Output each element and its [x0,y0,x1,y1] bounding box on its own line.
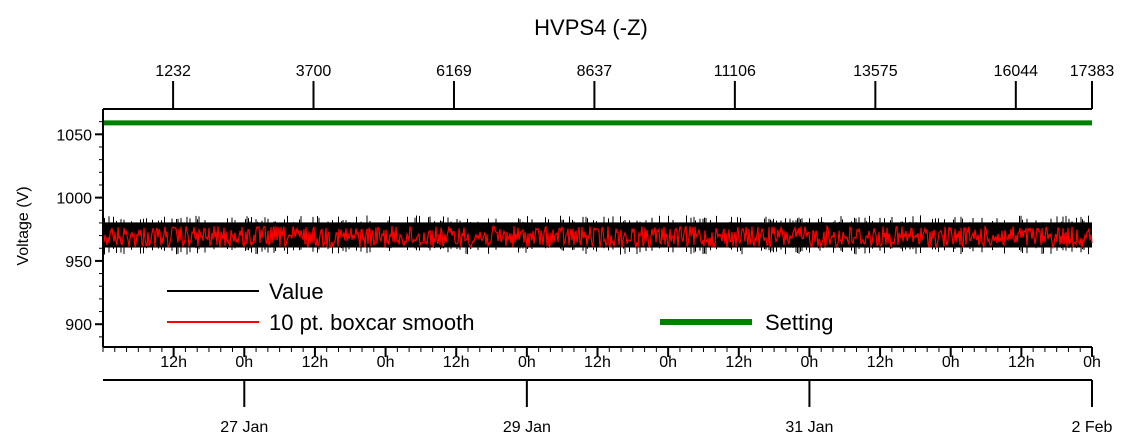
y-tick-label: 950 [65,254,92,271]
top-tick-label: 17383 [1070,63,1115,80]
hour-tick-label: 12h [867,354,894,371]
top-tick-label: 6169 [436,63,472,80]
hour-tick-label: 12h [160,354,187,371]
y-tick-label: 900 [65,317,92,334]
top-tick-label: 3700 [296,63,332,80]
date-tick-label: 29 Jan [503,419,551,436]
legend-value-label: Value [269,279,324,304]
legend-smooth-label: 10 pt. boxcar smooth [269,310,474,335]
date-tick-label: 31 Jan [785,419,833,436]
date-tick-label: 27 Jan [220,419,268,436]
hour-tick-label: 12h [443,354,470,371]
top-tick-label: 1232 [155,63,191,80]
hour-tick-label: 12h [725,354,752,371]
top-tick-label: 13575 [853,63,898,80]
y-axis: 900 950 1000 1050 [56,109,104,347]
y-tick-label: 1000 [56,191,92,208]
top-tick-label: 16044 [994,63,1039,80]
hour-tick-label: 12h [302,354,329,371]
top-index-axis: 1232 3700 6169 8637 11106 13575 16044 17383 [103,63,1115,110]
chart-title: HVPS4 (-Z) [534,15,648,40]
hour-tick-label: 0h [659,354,677,371]
top-tick-label: 8637 [577,63,613,80]
hour-tick-label: 0h [801,354,819,371]
legend: Value 10 pt. boxcar smooth Setting [167,279,834,335]
hour-tick-label: 0h [1083,354,1101,371]
hour-tick-label: 0h [377,354,395,371]
hour-tick-label: 12h [584,354,611,371]
date-tick-label: 2 Feb [1072,419,1113,436]
hour-tick-label: 0h [235,354,253,371]
smoothed-series-line [102,224,1093,250]
hour-tick-label: 0h [942,354,960,371]
plot-area [102,120,1093,255]
top-tick-label: 11106 [714,63,756,80]
hour-tick-label: 0h [518,354,536,371]
date-axis: 27 Jan 29 Jan 31 Jan 2 Feb [103,379,1113,436]
y-tick-label: 1050 [56,127,92,144]
y-axis-label: Voltage (V) [15,186,32,265]
hour-tick-label: 12h [1008,354,1035,371]
legend-setting-label: Setting [765,310,834,335]
time-axis: 12h 0h 12h 0h 12h 0h 12h 0h 12h 0h 12h 0h 12h 0h [102,346,1101,371]
